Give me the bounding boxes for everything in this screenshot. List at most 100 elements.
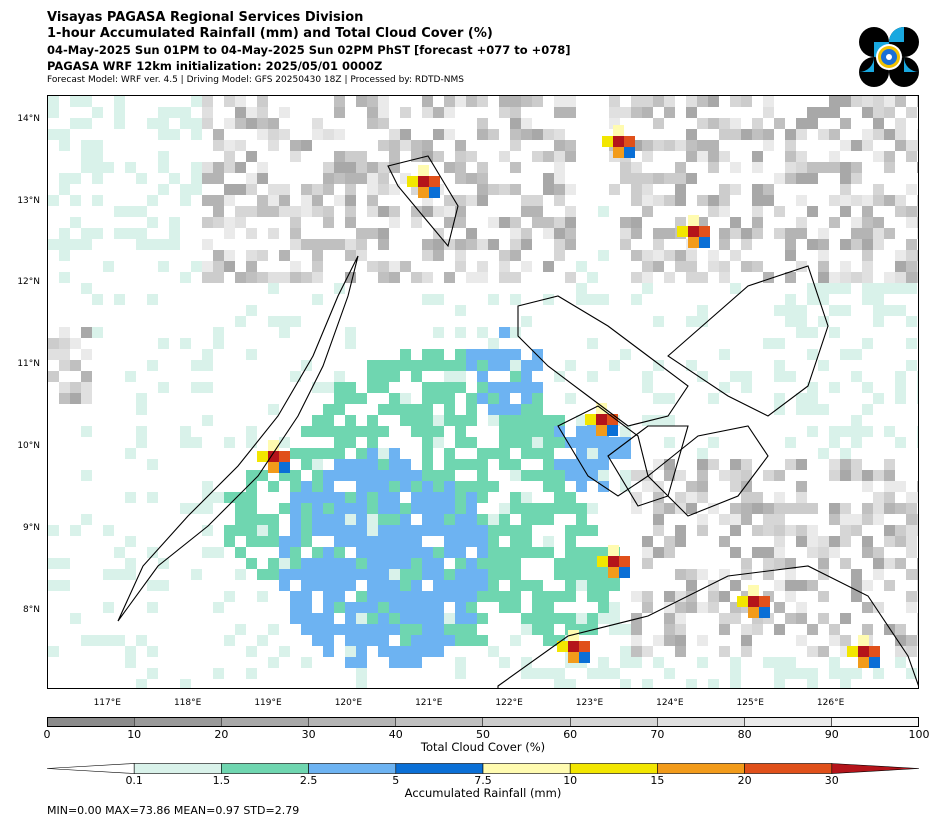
rain-hotspot-cell [624,147,635,158]
grid-cell [301,492,312,503]
grid-cell [70,338,81,349]
grid-cell [763,272,774,283]
grid-cell [400,547,411,558]
grid-cell [510,228,521,239]
lon-label: 117°E [93,698,121,708]
grid-cell [345,470,356,481]
grid-cell [389,492,400,503]
grid-cell [257,536,268,547]
grid-cell [422,349,433,360]
rain-tick-label: 20 [737,774,752,787]
grid-cell [279,470,290,481]
grid-cell [664,437,675,448]
grid-cell [609,613,620,624]
grid-cell [521,129,532,140]
grid-cell [444,514,455,525]
grid-cell [730,459,741,470]
grid-cell [862,536,873,547]
grid-cell [796,503,807,514]
grid-cell [587,569,598,580]
grid-cell [829,217,840,228]
grid-cell [763,613,774,624]
grid-cell [664,393,675,404]
grid-cell [719,129,730,140]
grid-cell [510,217,521,228]
grid-cell [455,624,466,635]
grid-cell [356,470,367,481]
grid-cell [400,261,411,272]
grid-cell [532,382,543,393]
grid-cell [906,239,917,250]
grid-cell [532,668,543,679]
grid-cell [466,239,477,250]
grid-cell [521,393,532,404]
grid-cell [147,668,158,679]
grid-cell [312,481,323,492]
lon-label: 121°E [415,698,443,708]
grid-cell [389,129,400,140]
grid-cell [191,360,202,371]
grid-cell [59,272,70,283]
grid-cell [202,547,213,558]
grid-cell [785,668,796,679]
grid-cell [367,536,378,547]
grid-cell [741,459,752,470]
grid-cell [323,217,334,228]
grid-cell [147,294,158,305]
grid-cell [202,492,213,503]
grid-cell [444,393,455,404]
grid-cell [290,261,301,272]
grid-cell [81,393,92,404]
grid-cell [279,437,290,448]
grid-cell [345,217,356,228]
grid-cell [103,602,114,613]
grid-cell [840,140,851,151]
grid-cell [125,536,136,547]
grid-cell [873,195,884,206]
grid-cell [686,580,697,591]
grid-cell [301,459,312,470]
grid-cell [59,338,70,349]
rain-hotspot-cell [699,226,710,237]
grid-cell [334,107,345,118]
grid-cell [895,283,906,294]
grid-cell [829,195,840,206]
grid-cell [763,525,774,536]
grid-cell [917,492,918,503]
grid-cell [488,294,499,305]
grid-cell [862,261,873,272]
grid-cell [675,470,686,481]
grid-cell [818,272,829,283]
grid-cell [818,261,829,272]
grid-cell [279,536,290,547]
grid-cell [389,448,400,459]
grid-cell [741,382,752,393]
grid-cell [466,173,477,184]
grid-cell [807,646,818,657]
grid-cell [422,360,433,371]
lon-label: 118°E [173,698,202,708]
grid-cell [312,525,323,536]
grid-cell [873,294,884,305]
grid-cell [917,558,918,569]
grid-cell [642,195,653,206]
grid-cell [873,393,884,404]
grid-cell [620,657,631,668]
grid-cell [554,591,565,602]
grid-cell [917,228,918,239]
grid-cell [774,679,785,688]
grid-cell [620,470,631,481]
grid-cell [565,437,576,448]
grid-cell [796,327,807,338]
grid-cell [664,173,675,184]
grid-cell [378,470,389,481]
grid-cell [367,613,378,624]
cloud-color-swatch [656,718,744,726]
cloud-tick-label: 60 [563,728,578,741]
grid-cell [202,162,213,173]
grid-cell [818,239,829,250]
grid-cell [697,217,708,228]
grid-cell [752,261,763,272]
grid-cell [510,118,521,129]
grid-cell [455,415,466,426]
